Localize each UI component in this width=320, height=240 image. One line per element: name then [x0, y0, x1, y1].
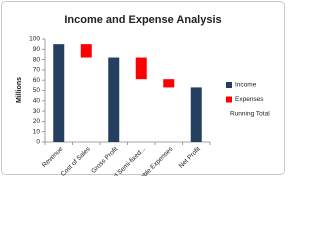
expense-bar [80, 44, 92, 58]
chart-border [1, 1, 285, 175]
y-tick-label: 40 [33, 98, 41, 105]
running-total-bar [163, 87, 174, 142]
expense-bar [163, 79, 175, 88]
chart-title: Income and Expense Analysis [64, 14, 221, 26]
y-tick-label: 10 [33, 128, 41, 135]
income-bar [108, 57, 120, 142]
y-tick-label: 30 [33, 108, 41, 115]
legend-label: Income [235, 82, 257, 89]
y-tick-label: 100 [29, 36, 40, 43]
y-tick-label: 60 [33, 77, 41, 84]
y-tick-label: 70 [33, 67, 41, 74]
y-axis-label: Millions [16, 77, 23, 103]
y-tick-label: 90 [33, 46, 41, 53]
legend-swatch [226, 96, 232, 103]
y-tick-label: 80 [33, 56, 41, 63]
expense-bar [135, 57, 147, 80]
legend-swatch [226, 82, 232, 88]
running-total-bar [81, 58, 92, 142]
running-total-bar [136, 79, 147, 142]
y-tick-label: 0 [36, 139, 40, 146]
y-tick-label: 20 [33, 118, 41, 125]
legend-label: Expenses [235, 96, 264, 103]
legend-label: Running Total [230, 111, 270, 118]
income-bar [190, 87, 202, 142]
chart: Income and Expense Analysis Millions 0 10… [1, 1, 285, 176]
y-tick-label: 50 [33, 87, 41, 94]
income-bar [53, 44, 65, 142]
